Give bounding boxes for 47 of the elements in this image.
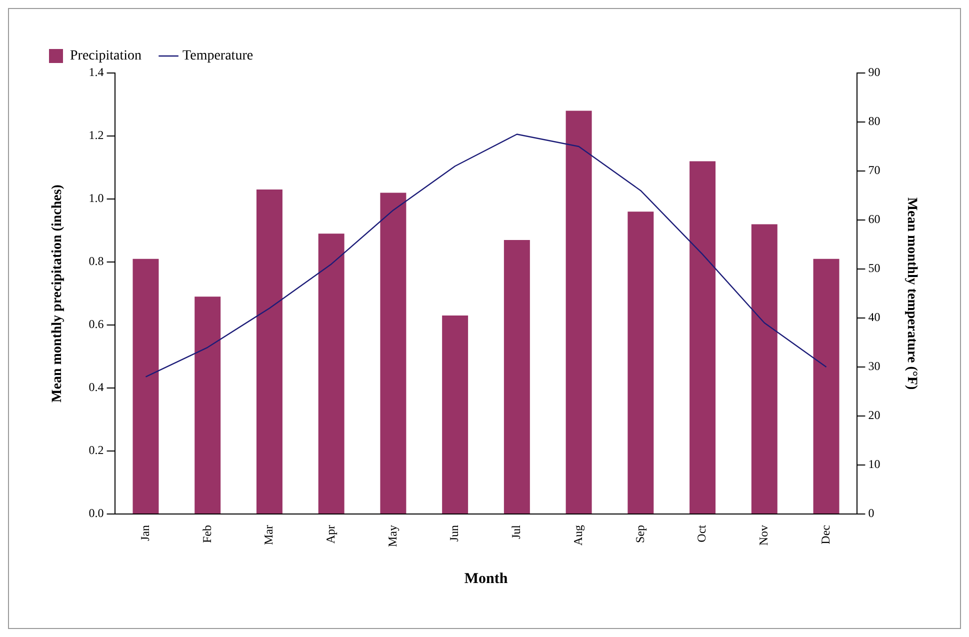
x-tick-label: May [385, 525, 400, 548]
bar [380, 192, 406, 514]
legend-label: Precipitation [70, 48, 142, 64]
y2-tick-label: 90 [868, 65, 880, 80]
x-tick-label: Jul [509, 524, 524, 540]
y2-tick-label: 80 [868, 114, 880, 128]
x-tick-label: Dec [818, 525, 832, 544]
y-tick-label: 1.0 [88, 191, 104, 206]
bar [628, 212, 654, 514]
bar [813, 258, 840, 514]
y-tick-label: 1.4 [88, 65, 104, 80]
x-tick-label: Sep [632, 525, 647, 544]
x-tick-label: Nov [756, 525, 771, 546]
bar [504, 240, 530, 514]
x-tick-label: Feb [200, 525, 214, 544]
y-tick-label: 0.6 [88, 317, 104, 332]
y2-tick-label: 10 [868, 457, 880, 472]
bar [442, 316, 468, 514]
x-tick-label: Mar [262, 525, 276, 546]
legend-label: Temperature [182, 48, 254, 64]
y-tick-label: 0.2 [88, 443, 104, 458]
x-tick-label: Oct [694, 524, 709, 542]
x-axis-title: Month [464, 570, 508, 587]
y-tick-label: 0.4 [88, 380, 104, 394]
bar [751, 224, 778, 514]
y2-tick-label: 60 [868, 212, 880, 226]
y2-tick-label: 20 [868, 408, 880, 422]
y-axis-title: Mean monthly precipitation (inches) [50, 184, 66, 402]
bar [132, 258, 159, 514]
bar [194, 296, 221, 514]
y2-tick-label: 30 [868, 359, 880, 374]
x-tick-label: Aug [570, 525, 585, 546]
y2-axis-title: Mean monthly temperature (°F) [904, 197, 919, 390]
x-tick-label: Jan [138, 525, 152, 542]
bar [690, 161, 716, 514]
y2-tick-label: 0 [868, 506, 874, 520]
x-tick-label: Jun [447, 525, 462, 542]
bar [318, 234, 344, 514]
bar [566, 110, 592, 514]
y2-tick-label: 70 [868, 163, 880, 178]
y2-tick-label: 50 [868, 261, 880, 276]
y-tick-label: 0.8 [88, 254, 104, 268]
bar [256, 190, 282, 514]
y2-tick-label: 40 [868, 310, 880, 324]
y-tick-label: 1.2 [88, 128, 104, 142]
y-tick-label: 0.0 [88, 506, 104, 520]
x-tick-label: Apr [323, 525, 338, 544]
